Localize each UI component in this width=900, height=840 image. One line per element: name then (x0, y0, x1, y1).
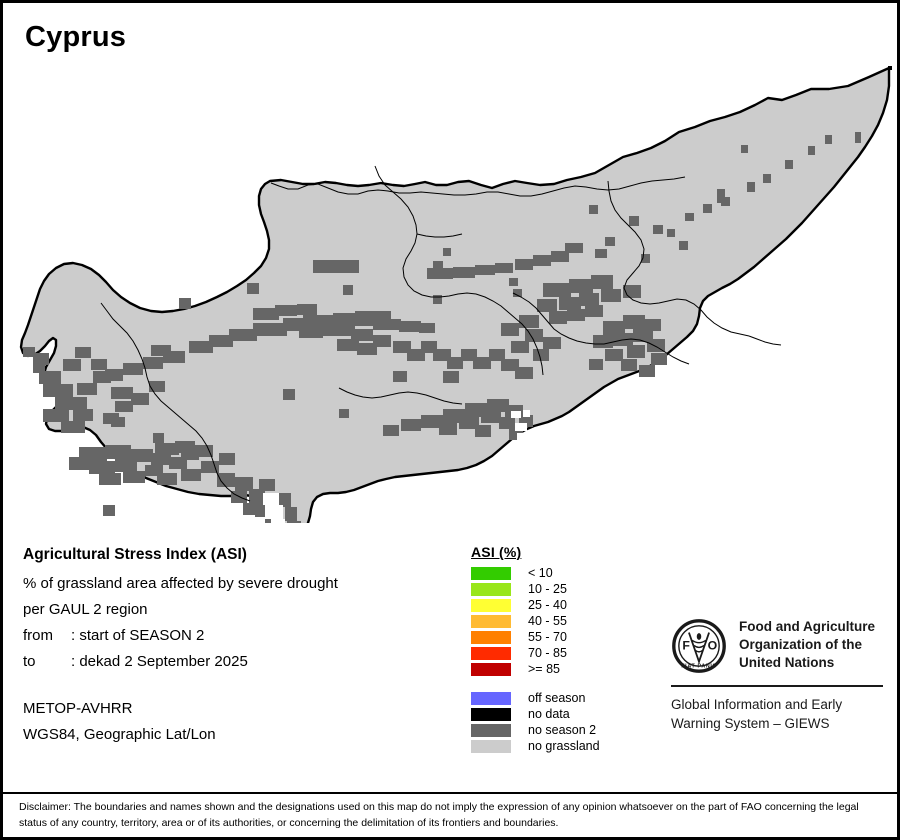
legend-label: off season (528, 691, 586, 705)
legend-label: no grassland (528, 739, 600, 753)
legend-swatch (471, 566, 511, 580)
to-value: : dekad 2 September 2025 (71, 653, 248, 670)
map-legend: ASI (%) < 10 10 - 25 25 - 40 40 - 55 55 … (471, 544, 651, 754)
fao-logo-icon: F O FIAT PANIS (671, 618, 727, 674)
legend-row[interactable]: 10 - 25 (471, 581, 651, 597)
map-canvas[interactable] (3, 53, 897, 523)
legend-swatch (471, 691, 511, 705)
legend-row-no-grassland[interactable]: no grassland (471, 738, 651, 754)
fao-name-line-1: Food and Agriculture (739, 619, 875, 634)
disclaimer-divider (3, 792, 897, 794)
legend-row[interactable]: 40 - 55 (471, 613, 651, 629)
inland-water (263, 410, 530, 523)
fao-branding: F O FIAT PANIS Food and Agriculture Orga… (671, 618, 886, 733)
legend-label: no season 2 (528, 723, 597, 737)
legend-gap (471, 677, 651, 690)
legend-row[interactable]: >= 85 (471, 661, 651, 677)
legend-row[interactable]: 25 - 40 (471, 597, 651, 613)
fao-name-line-2: Organization of the (739, 636, 862, 652)
legend-row[interactable]: 70 - 85 (471, 645, 651, 661)
fao-divider (671, 685, 883, 687)
sensor-label: METOP-AVHRR (23, 700, 133, 717)
legend-label: 10 - 25 (528, 582, 567, 596)
info-spacer (23, 679, 453, 700)
giews-line-2: Warning System – GIEWS (671, 715, 830, 731)
legend-label: 70 - 85 (528, 646, 567, 660)
map-info-block: Agricultural Stress Index (ASI) % of gra… (23, 546, 453, 752)
legend-label: 25 - 40 (528, 598, 567, 612)
legend-swatch (471, 582, 511, 596)
info-subtitle-1: % of grassland area affected by severe d… (23, 575, 338, 592)
legend-label: no data (528, 707, 570, 721)
giews-line-1: Global Information and Early (671, 697, 843, 712)
legend-label: >= 85 (528, 662, 560, 676)
giews-name: Global Information and Early Warning Sys… (671, 696, 886, 733)
legend-row[interactable]: < 10 (471, 565, 651, 581)
legend-swatch (471, 614, 511, 628)
legend-label: < 10 (528, 566, 553, 580)
no-season2-patches (23, 132, 861, 523)
legend-swatch (471, 646, 511, 660)
legend-swatch (471, 662, 511, 676)
fao-header: F O FIAT PANIS Food and Agriculture Orga… (671, 618, 886, 674)
legend-row[interactable]: 55 - 70 (471, 629, 651, 645)
svg-text:F: F (682, 638, 690, 652)
svg-text:O: O (708, 638, 718, 652)
svg-text:FIAT PANIS: FIAT PANIS (681, 663, 716, 669)
disclaimer-text: Disclaimer: The boundaries and names sho… (19, 801, 859, 829)
fao-name-line-3: United Nations (739, 654, 835, 670)
from-value: : start of SEASON 2 (71, 627, 205, 644)
info-period-from: from : start of SEASON 2 (23, 627, 453, 644)
karpas-tip-marker (888, 66, 892, 70)
to-label: to (23, 653, 36, 670)
legend-row-off-season[interactable]: off season (471, 690, 651, 706)
legend-swatch (471, 739, 511, 753)
legend-row-no-season-2[interactable]: no season 2 (471, 722, 651, 738)
projection-label: WGS84, Geographic Lat/Lon (23, 726, 216, 743)
legend-row-no-data[interactable]: no data (471, 706, 651, 722)
legend-swatch (471, 630, 511, 644)
info-subtitle-2: per GAUL 2 region (23, 601, 148, 618)
legend-swatch (471, 707, 511, 721)
from-label: from (23, 627, 53, 644)
legend-label: 40 - 55 (528, 614, 567, 628)
legend-swatch (471, 723, 511, 737)
info-period-to: to : dekad 2 September 2025 (23, 653, 453, 670)
legend-label: 55 - 70 (528, 630, 567, 644)
fao-organization-name: Food and Agriculture Organization of the… (739, 618, 875, 671)
page-title: Cyprus (25, 21, 127, 53)
admin-boundaries (100, 165, 782, 502)
legend-swatch (471, 598, 511, 612)
info-heading: Agricultural Stress Index (ASI) (23, 546, 247, 563)
legend-title: ASI (%) (471, 544, 522, 560)
